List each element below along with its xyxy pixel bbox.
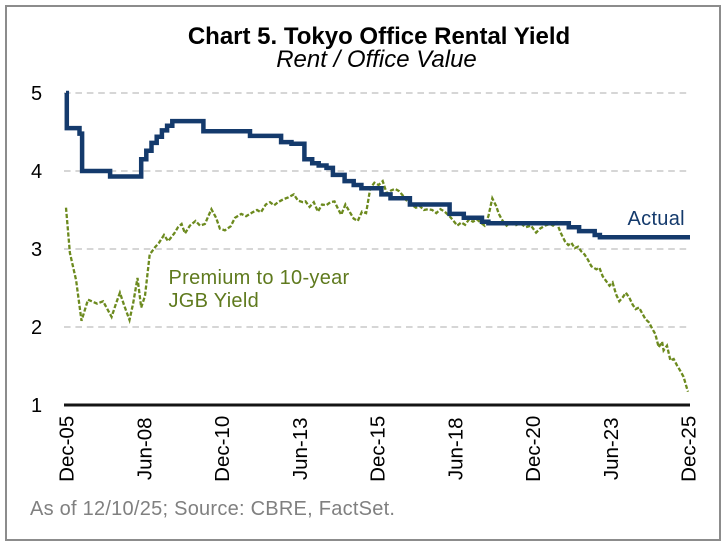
svg-text:3: 3: [31, 239, 42, 261]
svg-text:Dec-15: Dec-15: [367, 416, 390, 482]
svg-text:As of 12/10/25; Source: CBRE,: As of 12/10/25; Source: CBRE, FactSet.: [30, 498, 395, 520]
svg-text:Dec-20: Dec-20: [522, 416, 545, 482]
svg-text:Dec-05: Dec-05: [56, 416, 79, 482]
svg-text:Actual: Actual: [628, 208, 685, 230]
svg-text:JGB Yield: JGB Yield: [169, 290, 260, 312]
svg-text:Jun-08: Jun-08: [133, 417, 156, 480]
svg-text:2: 2: [31, 317, 42, 339]
svg-text:5: 5: [31, 83, 42, 105]
svg-text:4: 4: [31, 161, 42, 183]
svg-text:Premium to 10-year: Premium to 10-year: [169, 267, 350, 289]
svg-text:Jun-23: Jun-23: [600, 417, 623, 480]
svg-text:Rent / Office Value: Rent / Office Value: [276, 46, 477, 73]
svg-text:1: 1: [31, 395, 42, 417]
svg-text:Jun-13: Jun-13: [289, 417, 312, 480]
svg-text:Dec-25: Dec-25: [678, 416, 701, 482]
svg-text:Jun-18: Jun-18: [444, 417, 467, 480]
svg-text:Chart 5. Tokyo Office Rental Y: Chart 5. Tokyo Office Rental Yield: [188, 23, 570, 50]
svg-text:Dec-10: Dec-10: [211, 416, 234, 482]
